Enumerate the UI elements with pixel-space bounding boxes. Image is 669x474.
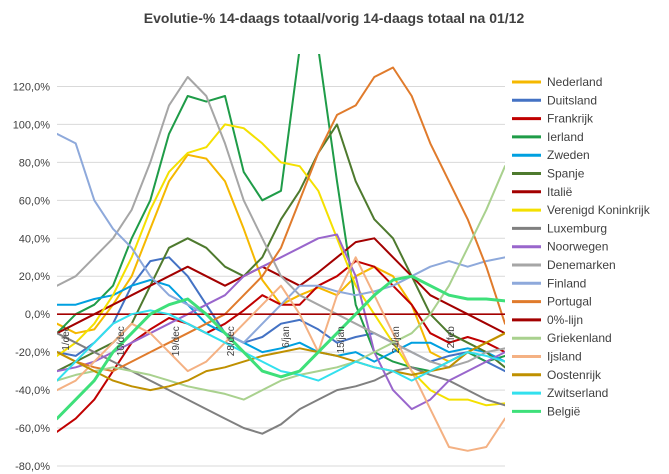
- x-tick-label: 19/dec: [171, 326, 182, 356]
- legend-label: Oostenrijk: [547, 368, 602, 382]
- legend-label: Noorwegen: [547, 240, 608, 254]
- x-tick-label: 10/dec: [116, 326, 127, 356]
- y-tick-label: -80,0%: [15, 461, 50, 473]
- y-tick-label: 40,0%: [19, 233, 50, 245]
- y-tick-label: -40,0%: [15, 385, 50, 397]
- y-tick-label: 120,0%: [13, 81, 51, 93]
- series-line-10: [57, 76, 505, 369]
- x-tick-label: 1/dec: [61, 326, 72, 350]
- legend-label: Italië: [547, 185, 573, 199]
- x-tick-label: 2/feb: [446, 326, 457, 349]
- x-tick-label: 24/jan: [391, 326, 402, 353]
- legend-label: 0%-lijn: [547, 313, 583, 327]
- legend-label: Zweden: [547, 148, 590, 162]
- series-line-15: [57, 256, 505, 452]
- legend-label: Verenigd Koninkrijk: [547, 203, 651, 217]
- legend-label: Frankrijk: [547, 112, 594, 126]
- legend: Nederland Duitsland Frankrijk Ierland Zweden…: [512, 75, 651, 418]
- legend-label: Finland: [547, 276, 586, 290]
- series-line-18: [57, 274, 505, 421]
- y-tick-label: 100,0%: [13, 119, 51, 131]
- series-line-14: [57, 165, 505, 401]
- x-tick-label: 15/jan: [336, 326, 347, 353]
- y-tick-label: 60,0%: [19, 195, 50, 207]
- legend-label: Zwitserland: [547, 386, 608, 400]
- y-tick-label: 80,0%: [19, 157, 50, 169]
- x-axis: 1/dec 10/dec 19/dec 28/dec 6/jan 15/jan 24/jan…: [61, 326, 457, 356]
- series-line-17: [57, 309, 505, 382]
- chart-title: Evolutie-% 14-daags totaal/vorig 14-daag…: [144, 10, 525, 26]
- legend-label: Ijsland: [547, 350, 582, 364]
- legend-label: België: [547, 404, 581, 418]
- legend-label: Griekenland: [547, 331, 612, 345]
- legend-label: Nederland: [547, 75, 602, 89]
- y-tick-label: -20,0%: [15, 347, 50, 359]
- legend-label: Portugal: [547, 295, 592, 309]
- series-line-7: [57, 123, 505, 407]
- plot-area: [57, 54, 505, 452]
- x-tick-label: 28/dec: [226, 326, 237, 356]
- legend-label: Spanje: [547, 167, 585, 181]
- legend-label: Duitsland: [547, 93, 597, 107]
- series-line-9: [57, 233, 505, 411]
- series-line-12: [57, 66, 505, 373]
- y-tick-label: 20,0%: [19, 271, 50, 283]
- series-line-11: [57, 132, 505, 344]
- y-tick-label: -60,0%: [15, 423, 50, 435]
- y-axis: -80,0% -60,0% -40,0% -20,0% 0,0% 20,0% 40,0% 60…: [13, 81, 51, 473]
- legend-label: Denemarken: [547, 258, 616, 272]
- series-line-4: [57, 279, 505, 363]
- y-tick-label: 0,0%: [25, 309, 50, 321]
- legend-label: Ierland: [547, 130, 584, 144]
- x-tick-label: 6/jan: [281, 326, 292, 348]
- legend-label: Luxemburg: [547, 221, 607, 235]
